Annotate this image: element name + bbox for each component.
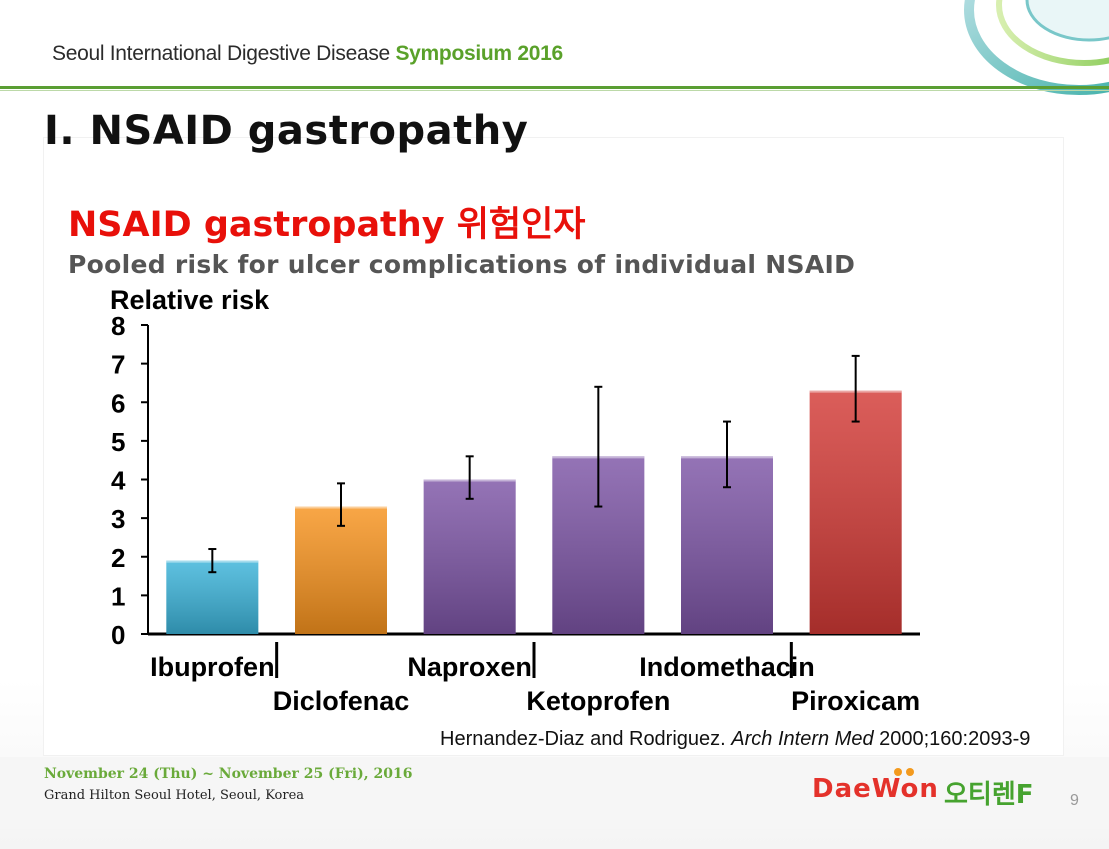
category-label: Indomethacin	[639, 652, 815, 682]
page-number: 9	[1070, 792, 1079, 809]
citation-journal: Arch Intern Med	[731, 728, 874, 750]
header-divider-light	[0, 90, 1109, 91]
chart-description: Pooled risk for ulcer complications of i…	[68, 250, 856, 279]
daewon-logo: DaeWon	[812, 774, 939, 804]
y-tick-label: 4	[111, 466, 126, 496]
category-label: Naproxen	[407, 652, 532, 682]
slide-subtitle: NSAID gastropathy 위험인자	[68, 205, 586, 245]
daewon-logo-dots	[894, 768, 914, 776]
event-dates: November 24 (Thu) ~ November 25 (Fri), 2…	[44, 766, 413, 782]
y-tick-label: 3	[111, 504, 125, 534]
product-logo: 오티렌F	[944, 780, 1034, 810]
y-axis-label: Relative risk	[110, 285, 270, 315]
footer-band	[0, 757, 1109, 829]
conference-title-main: Seoul International Digestive Disease	[52, 42, 396, 65]
y-tick-label: 2	[111, 543, 125, 573]
section-title: Ⅰ. NSAID gastropathy	[44, 108, 529, 154]
y-tick-label: 1	[111, 581, 125, 611]
y-tick-label: 6	[111, 388, 125, 418]
citation-reference: 2000;160:2093-9	[873, 728, 1031, 750]
bar-shade	[295, 506, 387, 634]
y-tick-label: 7	[111, 350, 125, 380]
event-venue: Grand Hilton Seoul Hotel, Seoul, Korea	[44, 788, 305, 803]
conference-title: Seoul International Digestive Disease Sy…	[52, 42, 563, 66]
category-label: Ketoprofen	[526, 686, 670, 716]
category-label: Diclofenac	[273, 686, 410, 716]
header-divider	[0, 86, 1109, 89]
conference-title-accent: Symposium 2016	[395, 42, 563, 65]
citation-authors: Hernandez-Diaz and Rodriguez.	[440, 728, 732, 750]
y-tick-label: 8	[111, 311, 125, 341]
y-tick-label: 5	[111, 427, 125, 457]
bar-shade	[809, 390, 902, 634]
category-label: Piroxicam	[791, 686, 920, 716]
citation: Hernandez-Diaz and Rodriguez. Arch Inter…	[440, 728, 1030, 751]
bar-shade	[423, 479, 516, 634]
category-label: Ibuprofen	[150, 652, 274, 682]
y-tick-label: 0	[111, 620, 125, 650]
